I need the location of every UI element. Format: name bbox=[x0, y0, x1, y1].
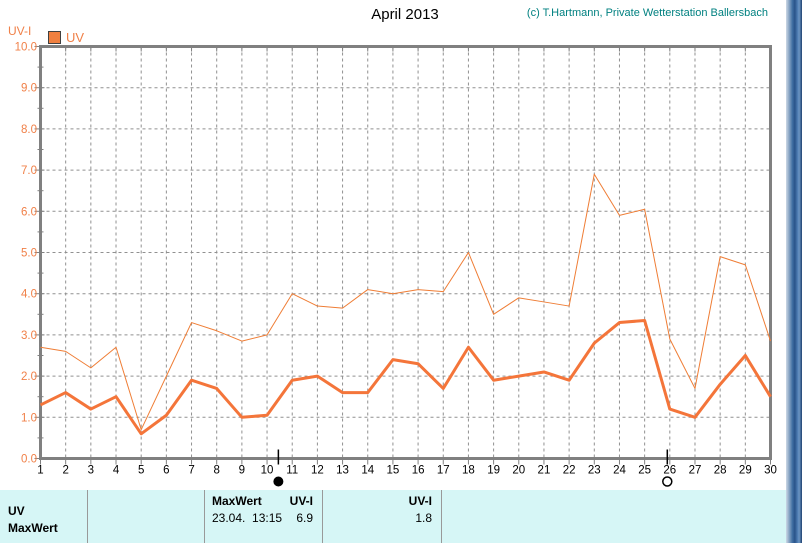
window-right-border bbox=[786, 0, 802, 543]
x-tick-label: 2 bbox=[62, 465, 68, 477]
y-tick-label: 4.0 bbox=[21, 289, 37, 301]
x-tick-label: 16 bbox=[412, 465, 425, 477]
x-tick-label: 21 bbox=[538, 465, 551, 477]
new-moon-icon bbox=[273, 476, 284, 487]
x-tick-label: 23 bbox=[588, 465, 601, 477]
x-tick-label: 25 bbox=[638, 465, 651, 477]
legend-uv-label: UV bbox=[66, 30, 85, 46]
x-tick-label: 20 bbox=[512, 465, 525, 477]
y-axis-title: UV-I bbox=[8, 24, 32, 38]
x-tick-label: 27 bbox=[689, 465, 702, 477]
x-tick-label: 30 bbox=[764, 465, 777, 477]
x-tick-label: 19 bbox=[487, 465, 500, 477]
y-tick-label: 0.0 bbox=[21, 454, 37, 466]
x-tick-label: 3 bbox=[88, 465, 94, 477]
plot-frame bbox=[39, 45, 772, 460]
x-tick-label: 10 bbox=[261, 465, 274, 477]
y-tick-label: 6.0 bbox=[21, 206, 37, 218]
y-tick-label: 9.0 bbox=[21, 83, 37, 95]
panel-separator bbox=[322, 490, 323, 543]
uv-line-chart: 1 2 3 4 5 6 7 8 9 10 11 12 13 14 15 16 17 18 19 20 21 22 23 24 2… bbox=[15, 42, 777, 487]
x-tick-label: 4 bbox=[113, 465, 120, 477]
y-tick-label: 5.0 bbox=[21, 248, 37, 260]
x-tick-label: 22 bbox=[563, 465, 576, 477]
x-tick-label: 26 bbox=[663, 465, 676, 477]
panel-separator bbox=[441, 490, 442, 543]
panel-uv-label: UV bbox=[8, 504, 25, 518]
x-tick-label: 15 bbox=[387, 465, 400, 477]
panel-separator bbox=[87, 490, 88, 543]
panel-max-datetime: 23.04. 13:15 bbox=[212, 511, 283, 525]
x-tick-label: 17 bbox=[437, 465, 450, 477]
panel-current-uvi-header: UV-I bbox=[408, 494, 432, 508]
panel-current-value: 1.8 bbox=[415, 511, 432, 525]
x-tick-label: 7 bbox=[188, 465, 194, 477]
page-title: April 2013 bbox=[371, 6, 439, 23]
x-tick-label: 12 bbox=[311, 465, 324, 477]
x-tick-label: 24 bbox=[613, 465, 626, 477]
x-tick-label: 28 bbox=[714, 465, 727, 477]
x-tick-label: 18 bbox=[462, 465, 475, 477]
uv-line bbox=[39, 318, 772, 436]
y-tick-label: 10.0 bbox=[15, 42, 37, 54]
status-panel: UV MaxWert MaxWert 23.04. 13:15 UV-I 6.9… bbox=[0, 490, 788, 543]
legend: UV bbox=[48, 29, 85, 46]
panel-max-uvi-header: UV-I bbox=[289, 494, 313, 508]
x-tick-label: 5 bbox=[138, 465, 144, 477]
x-tick-label: 6 bbox=[163, 465, 169, 477]
y-tick-label: 8.0 bbox=[21, 124, 37, 136]
x-tick-label: 1 bbox=[37, 465, 43, 477]
panel-separator bbox=[204, 490, 205, 543]
y-tick-label: 3.0 bbox=[21, 330, 37, 342]
panel-max-value: 6.9 bbox=[296, 511, 313, 525]
x-tick-label: 11 bbox=[286, 465, 298, 477]
panel-maxwert-label: MaxWert bbox=[8, 521, 58, 535]
x-tick-label: 8 bbox=[214, 465, 220, 477]
panel-max-header: MaxWert bbox=[212, 494, 262, 508]
x-tick-label: 9 bbox=[239, 465, 245, 477]
uv-max-line bbox=[40, 173, 771, 431]
x-tick-label: 14 bbox=[361, 465, 374, 477]
y-tick-label: 7.0 bbox=[21, 165, 37, 177]
x-tick-label: 13 bbox=[336, 465, 349, 477]
y-tick-label: 2.0 bbox=[21, 371, 37, 383]
full-moon-icon bbox=[662, 476, 673, 487]
x-tick-label: 29 bbox=[739, 465, 752, 477]
legend-uv-swatch-icon bbox=[48, 31, 61, 45]
y-tick-label: 1.0 bbox=[21, 412, 37, 424]
copyright-text: (c) T.Hartmann, Private Wetterstation Ba… bbox=[526, 7, 768, 19]
